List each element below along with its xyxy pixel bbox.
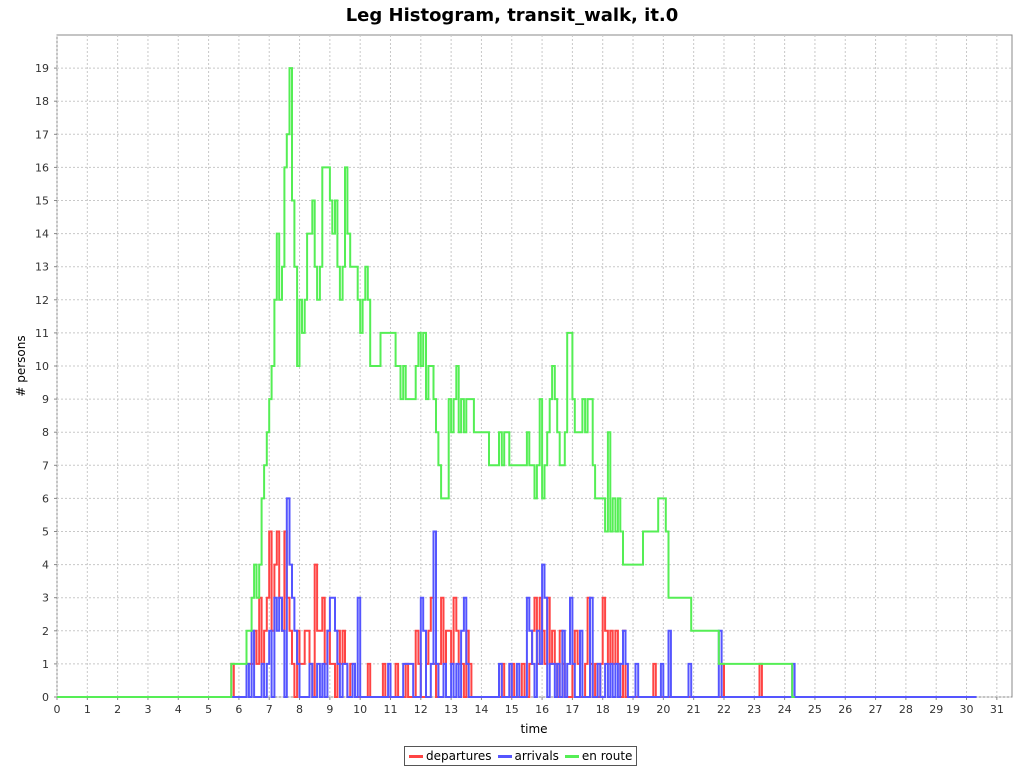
x-tick-label: 24 xyxy=(778,703,792,716)
y-tick-label: 18 xyxy=(35,95,49,108)
x-tick-label: 29 xyxy=(929,703,943,716)
x-tick-label: 21 xyxy=(687,703,701,716)
x-tick-label: 14 xyxy=(474,703,488,716)
legend-swatch xyxy=(409,754,423,758)
y-axis-label: # persons xyxy=(14,335,28,396)
x-tick-label: 0 xyxy=(54,703,61,716)
y-tick-label: 5 xyxy=(42,526,49,539)
legend-label: en route xyxy=(581,749,633,763)
x-tick-label: 16 xyxy=(535,703,549,716)
y-tick-label: 8 xyxy=(42,426,49,439)
legend-item-departures: departures xyxy=(409,749,492,763)
x-tick-label: 23 xyxy=(747,703,761,716)
x-tick-label: 7 xyxy=(266,703,273,716)
y-tick-label: 6 xyxy=(42,492,49,505)
legend-item-en-route: en route xyxy=(564,749,633,763)
x-tick-label: 2 xyxy=(114,703,121,716)
y-tick-label: 13 xyxy=(35,261,49,274)
series-line-arrivals xyxy=(57,497,977,698)
x-axis-ticks: 0 1 2 3 4 5 6 7 8 9 10 11 12 13 14 15 16 17 18 19 20 21 22 23 24… xyxy=(54,697,1004,716)
y-tick-label: 2 xyxy=(42,625,49,638)
x-tick-label: 5 xyxy=(205,703,212,716)
y-tick-label: 4 xyxy=(42,559,49,572)
y-tick-label: 1 xyxy=(42,658,49,671)
legend: departures arrivals en route xyxy=(404,746,638,766)
x-tick-label: 1 xyxy=(84,703,91,716)
x-tick-label: 28 xyxy=(899,703,913,716)
x-tick-label: 13 xyxy=(444,703,458,716)
x-tick-label: 30 xyxy=(960,703,974,716)
y-tick-label: 7 xyxy=(42,459,49,472)
x-tick-label: 18 xyxy=(596,703,610,716)
y-tick-label: 3 xyxy=(42,592,49,605)
x-tick-label: 6 xyxy=(235,703,242,716)
x-tick-label: 25 xyxy=(808,703,822,716)
x-tick-label: 19 xyxy=(626,703,640,716)
series-lines xyxy=(57,67,977,698)
y-tick-label: 15 xyxy=(35,195,49,208)
x-tick-label: 3 xyxy=(144,703,151,716)
y-tick-label: 14 xyxy=(35,228,49,241)
x-tick-label: 12 xyxy=(414,703,428,716)
x-tick-label: 20 xyxy=(656,703,670,716)
legend-swatch xyxy=(564,754,579,758)
chart-title: Leg Histogram, transit_walk, it.0 xyxy=(346,5,679,26)
legend-item-arrivals: arrivals xyxy=(497,749,559,763)
x-tick-label: 4 xyxy=(175,703,182,716)
y-tick-label: 12 xyxy=(35,294,49,307)
x-tick-label: 8 xyxy=(296,703,303,716)
x-tick-label: 9 xyxy=(326,703,333,716)
x-tick-label: 27 xyxy=(869,703,883,716)
x-tick-label: 31 xyxy=(990,703,1004,716)
x-axis-label: time xyxy=(520,722,547,736)
y-tick-label: 0 xyxy=(42,691,49,704)
y-tick-label: 10 xyxy=(35,360,49,373)
x-tick-label: 26 xyxy=(838,703,852,716)
x-tick-label: 11 xyxy=(383,703,397,716)
y-tick-label: 16 xyxy=(35,161,49,174)
series-line-en-route xyxy=(57,67,795,698)
x-tick-label: 17 xyxy=(565,703,579,716)
legend-label: departures xyxy=(426,749,492,763)
x-tick-label: 22 xyxy=(717,703,731,716)
y-tick-label: 9 xyxy=(42,393,49,406)
y-tick-label: 11 xyxy=(35,327,49,340)
y-tick-label: 19 xyxy=(35,62,49,75)
y-tick-label: 17 xyxy=(35,128,49,141)
legend-label: arrivals xyxy=(514,749,559,763)
x-tick-label: 15 xyxy=(505,703,519,716)
legend-swatch xyxy=(497,754,512,758)
x-tick-label: 10 xyxy=(353,703,367,716)
